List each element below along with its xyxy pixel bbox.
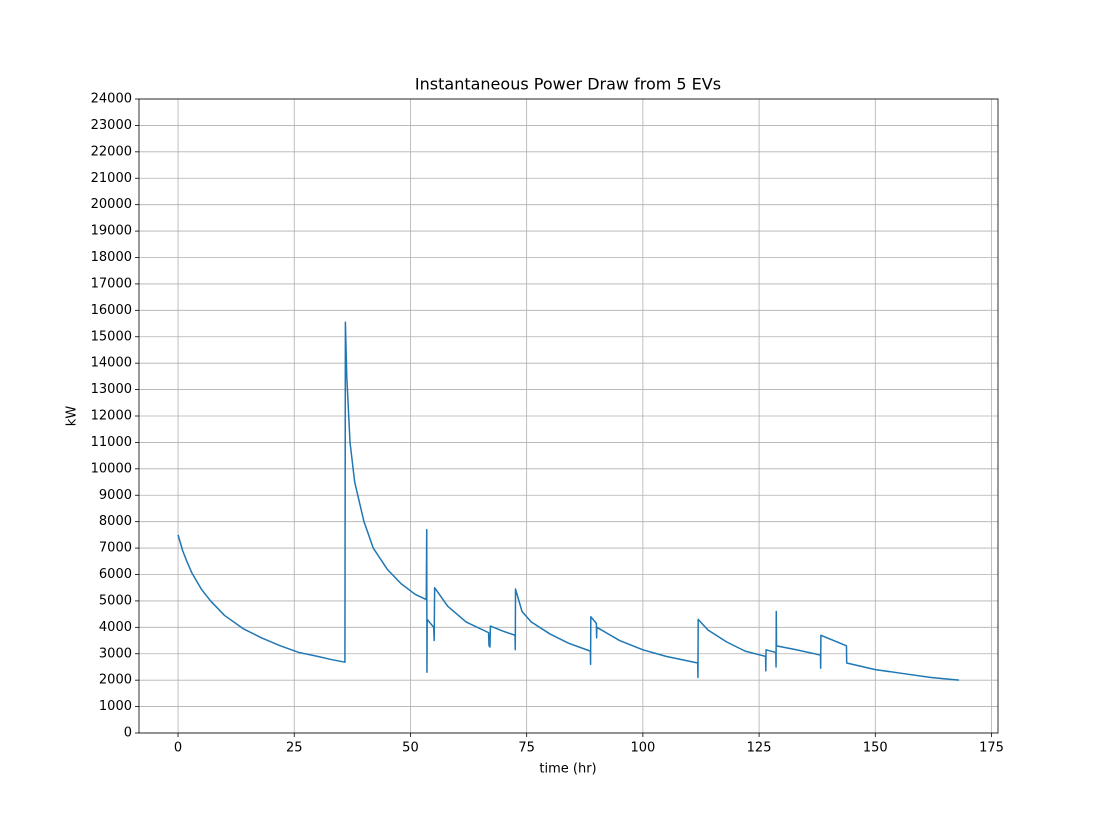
y-tick-label: 1000	[99, 699, 132, 714]
y-tick-label: 15000	[91, 329, 132, 344]
y-tick-label: 7000	[99, 541, 132, 556]
y-tick-label: 8000	[99, 514, 132, 529]
y-tick-label: 23000	[91, 118, 132, 133]
y-tick-label: 5000	[99, 593, 132, 608]
y-tick-label: 18000	[91, 250, 132, 265]
y-tick-label: 4000	[99, 620, 132, 635]
x-tick-label: 175	[979, 741, 1004, 756]
x-tick-label: 50	[402, 741, 419, 756]
y-tick-label: 19000	[91, 224, 132, 239]
y-tick-label: 0	[124, 726, 132, 741]
x-tick-label: 25	[286, 741, 303, 756]
x-tick-label: 150	[863, 741, 888, 756]
y-tick-label: 2000	[99, 673, 132, 688]
x-tick-label: 0	[174, 741, 182, 756]
y-tick-label: 21000	[91, 171, 132, 186]
x-axis-label: time (hr)	[539, 762, 596, 777]
y-tick-label: 22000	[91, 144, 132, 159]
y-tick-label: 13000	[91, 382, 132, 397]
y-tick-label: 14000	[91, 356, 132, 371]
y-tick-label: 3000	[99, 646, 132, 661]
y-tick-label: 24000	[91, 92, 132, 107]
y-tick-label: 12000	[91, 409, 132, 424]
y-axis-label: kW	[65, 406, 80, 427]
x-tick-label: 125	[747, 741, 772, 756]
y-tick-label: 11000	[91, 435, 132, 450]
y-tick-label: 20000	[91, 197, 132, 212]
y-tick-label: 6000	[99, 567, 132, 582]
plot-frame	[138, 98, 999, 734]
data-line	[177, 321, 960, 681]
y-tick-label: 10000	[91, 461, 132, 476]
y-tick-label: 16000	[91, 303, 132, 318]
y-tick-label: 9000	[99, 488, 132, 503]
chart-title: Instantaneous Power Draw from 5 EVs	[415, 75, 721, 94]
y-tick-label: 17000	[91, 276, 132, 291]
x-tick-label: 100	[630, 741, 655, 756]
x-tick-label: 75	[518, 741, 535, 756]
